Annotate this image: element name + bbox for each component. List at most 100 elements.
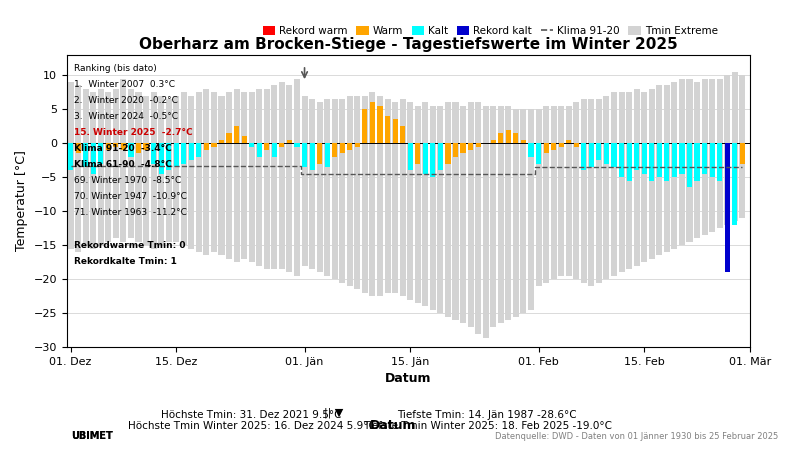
Bar	[128, 89, 134, 238]
Bar	[113, 143, 119, 147]
Bar	[173, 96, 179, 242]
Bar	[626, 92, 632, 269]
Bar	[566, 140, 571, 143]
Bar	[694, 82, 700, 238]
Bar	[370, 103, 375, 143]
Bar	[581, 99, 587, 283]
Bar	[717, 143, 722, 180]
Bar	[204, 143, 209, 150]
Bar	[612, 143, 616, 167]
Bar	[430, 143, 435, 177]
Bar	[453, 143, 458, 157]
Bar	[97, 89, 104, 245]
Text: Klima 61-90  -4.8°C: Klima 61-90 -4.8°C	[74, 160, 171, 169]
Text: UBIMET: UBIMET	[71, 431, 112, 441]
Bar	[317, 103, 323, 272]
Bar	[332, 143, 337, 157]
Bar	[619, 92, 625, 272]
Text: 3.  Winter 2024  -0.5°C: 3. Winter 2024 -0.5°C	[74, 112, 178, 121]
Bar	[461, 143, 465, 153]
Bar	[317, 143, 322, 164]
Bar	[498, 133, 503, 143]
Bar	[445, 103, 451, 317]
Klima 91-20	[632, 164, 641, 170]
Legend: Rekord warm, Warm, Kalt, Rekord kalt, Klima 91-20, Tmin Extreme: Rekord warm, Warm, Kalt, Rekord kalt, Kl…	[259, 22, 722, 40]
Bar	[151, 92, 156, 249]
Bar	[648, 89, 655, 259]
Bar	[302, 143, 307, 167]
Klima 91-20	[647, 164, 656, 170]
Bar	[166, 143, 171, 171]
Bar	[596, 99, 602, 283]
Bar	[75, 86, 81, 252]
Bar	[422, 103, 428, 306]
Bar	[641, 143, 647, 174]
Bar	[656, 86, 663, 256]
Bar	[551, 106, 556, 279]
Bar	[136, 143, 141, 153]
Bar	[423, 143, 428, 174]
Klima 91-20	[270, 164, 279, 169]
Bar	[248, 92, 255, 262]
Text: Ranking (bis dato): Ranking (bis dato)	[74, 63, 156, 72]
Text: Datum: Datum	[369, 419, 417, 432]
Bar	[219, 140, 224, 143]
Bar	[574, 143, 578, 147]
Bar	[483, 106, 489, 338]
Bar	[399, 99, 406, 296]
Bar	[362, 109, 368, 143]
Bar	[75, 143, 81, 153]
Bar	[671, 82, 678, 249]
Bar	[438, 143, 443, 171]
Klima 91-20	[156, 164, 166, 169]
Klima 91-20	[542, 164, 551, 170]
Bar	[430, 106, 436, 310]
Bar	[159, 143, 163, 174]
Bar	[710, 143, 714, 177]
Bar	[295, 143, 299, 147]
Bar	[385, 116, 390, 143]
Bar	[664, 86, 670, 252]
Bar	[664, 143, 670, 180]
Bar	[476, 143, 481, 147]
Bar	[528, 109, 534, 310]
Bar	[324, 99, 330, 276]
Title: Oberharz am Brocken-Stiege - Tagestiefswerte im Winter 2025: Oberharz am Brocken-Stiege - Tagestiefsw…	[139, 37, 678, 52]
Bar	[332, 99, 338, 279]
Bar	[68, 82, 74, 249]
Text: Rekordwarme Tmin: 0: Rekordwarme Tmin: 0	[74, 240, 185, 249]
Bar	[604, 143, 609, 164]
Bar	[211, 143, 216, 147]
Bar	[121, 143, 126, 150]
Bar	[294, 79, 300, 276]
Bar	[702, 79, 707, 235]
Text: 70. Winter 1947  -10.9°C: 70. Winter 1947 -10.9°C	[74, 192, 186, 201]
Bar	[309, 99, 315, 269]
Bar	[468, 103, 474, 327]
Klima 91-20	[737, 164, 747, 170]
Bar	[558, 106, 564, 276]
Bar	[234, 126, 239, 143]
Bar	[264, 89, 270, 269]
Bar	[725, 143, 729, 272]
Bar	[158, 96, 164, 245]
Bar	[407, 103, 413, 300]
Bar	[271, 86, 277, 269]
Text: 71. Winter 1963  -11.2°C: 71. Winter 1963 -11.2°C	[74, 208, 186, 217]
Bar	[182, 143, 186, 164]
Bar	[498, 106, 504, 324]
Text: 2.  Winter 2020  -0.2°C: 2. Winter 2020 -0.2°C	[74, 96, 178, 105]
Text: Klima 91-20  -3.4°C: Klima 91-20 -3.4°C	[74, 144, 171, 153]
Bar	[362, 96, 368, 293]
Bar	[634, 89, 640, 266]
Bar	[559, 143, 564, 147]
Bar	[166, 99, 171, 242]
Bar	[543, 106, 549, 283]
Bar	[347, 143, 352, 150]
Bar	[695, 143, 700, 180]
Bar	[686, 79, 692, 242]
Klima 91-20	[715, 164, 725, 170]
Bar	[513, 109, 519, 317]
Text: 15. Winter 2025  -2.7°C: 15. Winter 2025 -2.7°C	[74, 128, 193, 137]
Bar	[392, 103, 399, 293]
